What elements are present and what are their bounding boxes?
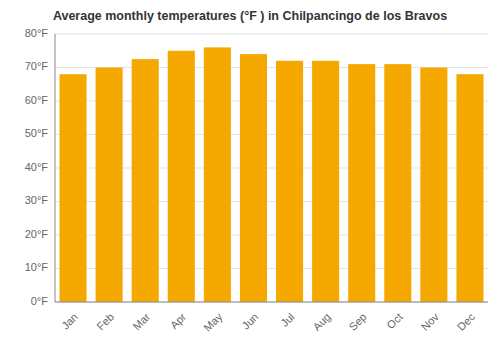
title: Average monthly temperatures (°F ) in Ch… (53, 9, 447, 23)
y-tick-label: 30°F (25, 194, 49, 206)
x-axis-line (55, 302, 488, 303)
x-tick-label: May (201, 310, 225, 334)
bar (420, 68, 447, 303)
chart-container: 0°F 10°F 20°F 30°F 40°F 50°F 60°F 70°F 80°F Jan Fe… (0, 0, 500, 350)
bar (348, 64, 375, 302)
grid-line (55, 302, 488, 303)
x-tick-label: Feb (94, 311, 116, 333)
x-tick-label: Dec (455, 310, 478, 333)
x-tick-label: Apr (168, 310, 189, 331)
y-tick-label: 70°F (25, 60, 49, 72)
bar (456, 74, 483, 302)
x-tick-label: Jul (278, 311, 296, 329)
bar (240, 54, 267, 302)
x-tick-label: Jun (239, 311, 260, 332)
y-tick-label: 80°F (25, 27, 49, 39)
bar (276, 61, 303, 302)
grid (55, 34, 488, 302)
bar (384, 64, 411, 302)
grid-line (55, 34, 488, 35)
y-axis-line (55, 34, 56, 302)
y-tick-label: 20°F (25, 228, 49, 240)
bar (168, 51, 195, 302)
x-tick-label: Nov (419, 310, 442, 333)
bar (204, 47, 231, 302)
y-tick-label: 10°F (25, 261, 49, 273)
bar (96, 68, 123, 303)
y-tick-label: 40°F (25, 161, 49, 173)
x-tick-label: Sep (346, 311, 368, 333)
x-tick-label: Mar (130, 310, 152, 332)
x-tick-label: Jan (59, 311, 80, 332)
bars (60, 47, 484, 302)
bar (132, 59, 159, 302)
bar (60, 74, 87, 302)
bar (312, 61, 339, 302)
x-tick-label: Aug (310, 311, 332, 333)
x-tick-label: Oct (384, 311, 405, 332)
y-tick-label: 0°F (31, 295, 49, 307)
y-tick-label: 60°F (25, 94, 49, 106)
chart: 0°F 10°F 20°F 30°F 40°F 50°F 60°F 70°F 80°F Jan Fe… (0, 0, 500, 350)
y-tick-label: 50°F (25, 127, 49, 139)
